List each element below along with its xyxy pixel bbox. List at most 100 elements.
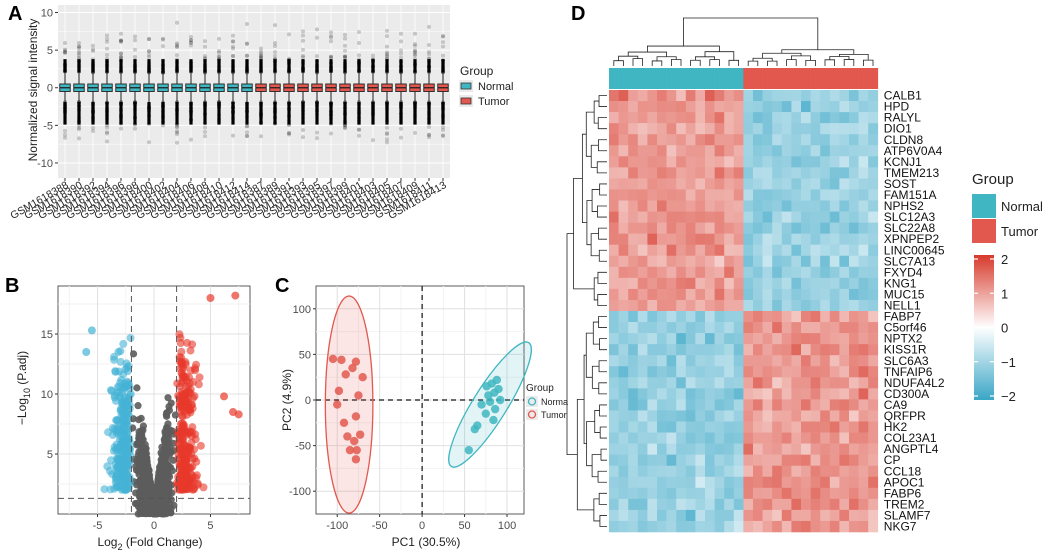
heatmap-cell xyxy=(695,476,706,489)
outlier-dense-band xyxy=(161,59,165,73)
outlier-point xyxy=(231,53,235,58)
outlier-point xyxy=(133,38,137,43)
outlier-point xyxy=(245,130,249,135)
heatmap-cell xyxy=(829,443,840,455)
heatmap-cell xyxy=(762,145,773,157)
heatmap-cell xyxy=(772,123,783,135)
heatmap-cell xyxy=(820,222,831,234)
point-normal xyxy=(489,415,498,425)
heatmap-cell xyxy=(618,90,629,102)
heatmap-cell xyxy=(609,167,619,179)
heatmap-cell xyxy=(781,200,792,212)
heatmap-cell xyxy=(868,90,879,102)
point-upregulated xyxy=(181,441,190,450)
outlier-point xyxy=(175,42,179,47)
dendrogram-branch xyxy=(593,277,598,301)
outlier-point xyxy=(77,46,81,51)
heatmap-cell xyxy=(685,410,696,422)
heatmap-cell xyxy=(647,399,658,411)
y-tick-label: 0 xyxy=(47,83,53,95)
dendrogram-branch xyxy=(762,52,802,59)
heatmap-cell xyxy=(676,322,687,334)
heatmap-cell xyxy=(618,509,629,522)
heatmap-cell xyxy=(609,476,619,489)
heatmap-cell xyxy=(666,200,677,212)
heatmap-cell xyxy=(618,189,629,201)
outlier-dense-band xyxy=(231,102,235,125)
heatmap-cell xyxy=(810,443,821,455)
outlier-point xyxy=(91,129,95,134)
heatmap-cell xyxy=(657,487,667,500)
point-upregulated xyxy=(177,358,186,367)
heatmap-cell xyxy=(743,443,754,455)
heatmap-cell xyxy=(810,167,821,179)
heatmap-cell xyxy=(868,454,879,466)
heatmap-cell xyxy=(628,333,639,345)
outlier-point xyxy=(329,55,333,60)
heatmap-cell xyxy=(695,211,706,223)
heatmap-cell xyxy=(676,399,687,411)
heatmap-cell xyxy=(714,167,725,179)
heatmap-cell xyxy=(772,476,783,489)
heatmap-cell xyxy=(733,90,744,102)
panel-b: B -5 0 5 5 10 15 Log2 (Fold Change) −Log10 (P… xyxy=(0,268,268,552)
heatmap-cell xyxy=(666,443,677,455)
heatmap-cell xyxy=(637,123,648,135)
heatmap-cell xyxy=(695,167,706,179)
heatmap-cell xyxy=(801,167,811,179)
heatmap-cell xyxy=(810,244,821,257)
outlier-point xyxy=(399,31,403,36)
heatmap-cell xyxy=(618,200,629,212)
heatmap-cell xyxy=(733,322,744,334)
heatmap-cell xyxy=(810,476,821,489)
heatmap-cell xyxy=(753,167,763,179)
dendrogram-branch xyxy=(695,56,715,61)
point-tumor xyxy=(352,445,361,455)
heatmap-cell xyxy=(849,476,859,489)
heatmap-cell xyxy=(858,432,869,444)
heatmap-cell xyxy=(810,410,821,422)
heatmap-cell xyxy=(733,366,744,378)
heatmap-cell xyxy=(733,101,744,113)
y-tick-label: 15 xyxy=(41,329,53,341)
heatmap-cell xyxy=(839,355,850,367)
heatmap-cell xyxy=(705,344,715,356)
heatmap-cell xyxy=(772,509,783,522)
heatmap-cell xyxy=(647,299,658,312)
outlier-point xyxy=(119,38,123,43)
heatmap-cell xyxy=(637,112,648,124)
heatmap-cell xyxy=(753,410,763,422)
outlier-dense-band xyxy=(175,59,179,73)
heatmap-cell xyxy=(647,311,658,323)
heatmap-cell xyxy=(762,454,773,466)
outlier-point xyxy=(413,43,417,48)
heatmap-cell xyxy=(714,465,725,478)
heatmap-cell xyxy=(858,465,869,478)
heatmap-cell xyxy=(849,388,859,400)
heatmap-cell xyxy=(705,277,715,290)
heatmap-cell xyxy=(829,277,840,290)
heatmap-cell xyxy=(647,333,658,345)
heatmap-cell xyxy=(609,134,619,146)
heatmap-cell xyxy=(820,178,831,190)
heatmap-cell xyxy=(647,277,658,290)
heatmap-cell xyxy=(753,244,763,257)
heatmap-cell xyxy=(820,211,831,223)
outlier-dense-band xyxy=(245,102,249,125)
outlier-dense-band xyxy=(91,102,95,125)
heatmap-cell xyxy=(839,432,850,444)
heatmap-cell xyxy=(829,255,840,268)
heatmap-cell xyxy=(801,498,811,511)
outlier-point xyxy=(315,136,319,141)
heatmap-cell xyxy=(868,520,879,533)
point-downregulated xyxy=(115,367,124,376)
outlier-point xyxy=(119,55,123,60)
dendrogram-branch xyxy=(632,58,643,66)
outlier-point xyxy=(77,51,81,56)
heatmap-cell xyxy=(791,465,802,478)
heatmap-cell xyxy=(772,101,783,113)
heatmap-cell xyxy=(666,498,677,511)
heatmap-cell xyxy=(705,377,715,389)
heatmap-cell xyxy=(705,90,715,102)
